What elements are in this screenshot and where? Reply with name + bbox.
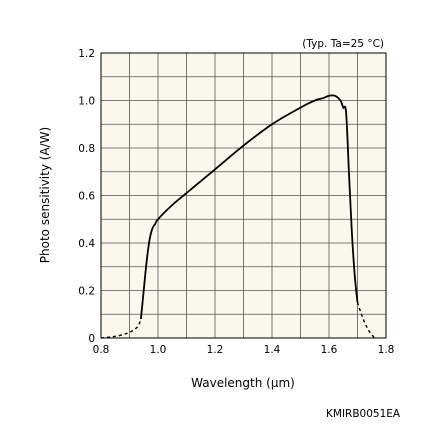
annotation: (Typ. Ta=25 °C) [302, 38, 384, 50]
x-tick-labels: 0.8 1.0 1.2 1.4 1.6 1.8 [93, 344, 395, 356]
y-axis-label: Photo sensitivity (A/W) [38, 127, 52, 263]
x-axis-label: Wavelength (µm) [191, 376, 295, 390]
y-tick-label: 1.2 [78, 48, 95, 60]
sensitivity-curve-line [140, 94, 359, 320]
dashed-series-line-2 [356, 302, 376, 339]
x-tick-label: 1.2 [207, 344, 224, 356]
y-tick-label: 0.2 [78, 286, 95, 298]
series-group [100, 94, 376, 339]
y-tick-label: 0.6 [78, 191, 95, 203]
y-tick-label: 0.8 [78, 143, 95, 155]
x-tick-label: 1.8 [378, 344, 395, 356]
y-tick-label: 1.0 [78, 96, 95, 108]
x-tick-label: 1.6 [321, 344, 338, 356]
figure-code: KMIRB0051EA [326, 408, 401, 420]
y-tick-label: 0 [88, 333, 95, 345]
y-tick-labels: 0 0.2 0.4 0.6 0.8 1.0 1.2 [78, 48, 95, 345]
x-tick-label: 0.8 [93, 344, 110, 356]
grid-lines [101, 53, 386, 338]
y-tick-label: 0.4 [78, 238, 95, 250]
x-tick-label: 1.4 [264, 344, 281, 356]
x-tick-label: 1.0 [150, 344, 167, 356]
plot-border [100, 52, 387, 339]
